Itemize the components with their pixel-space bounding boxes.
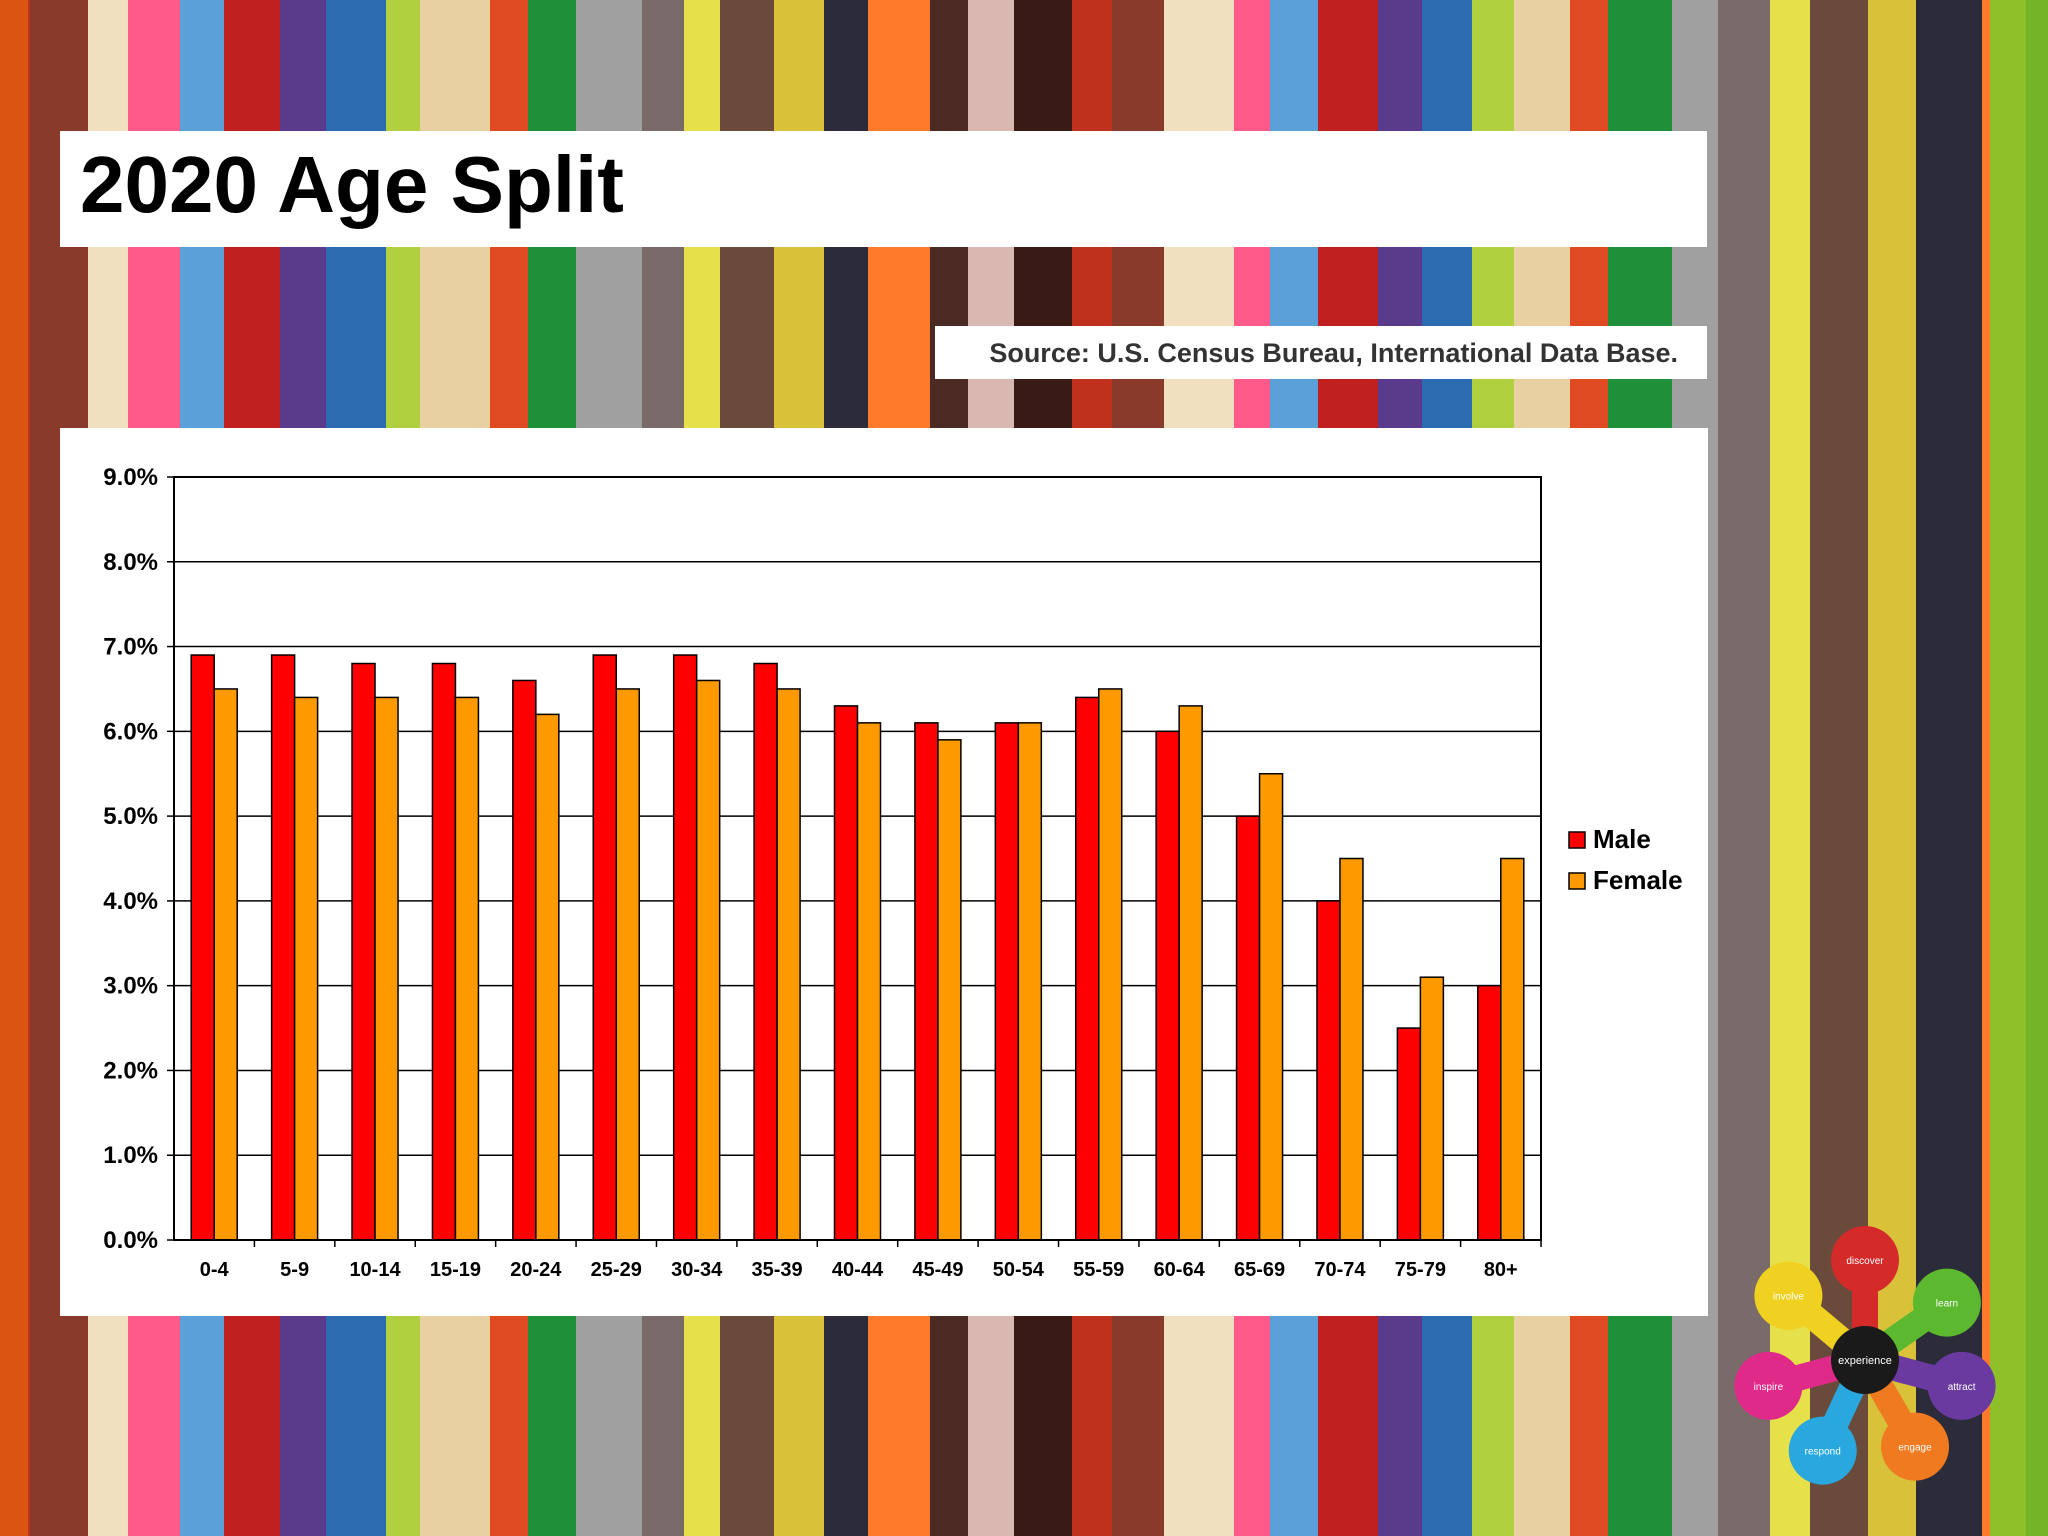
bar-female — [776, 688, 801, 1241]
bar-female — [454, 696, 480, 1241]
bar-male — [914, 722, 939, 1241]
legend-swatch-female — [1568, 872, 1586, 890]
bar-male — [1316, 900, 1341, 1241]
legend-label-female: Female — [1593, 865, 1683, 895]
y-tick-label: 6.0% — [103, 718, 158, 745]
background-edge-left — [0, 0, 28, 1536]
bar-female — [1339, 857, 1364, 1241]
x-tick-label: 25-29 — [591, 1259, 642, 1281]
logo-petal-label: respond — [1805, 1447, 1841, 1458]
legend-label-male: Male — [1593, 824, 1651, 854]
bar-female — [535, 713, 560, 1241]
bar-female — [1178, 705, 1203, 1241]
x-tick-label: 70-74 — [1314, 1259, 1366, 1281]
bar-male — [994, 722, 1020, 1241]
y-tick-label: 9.0% — [103, 464, 158, 491]
x-tick-label: 80+ — [1484, 1259, 1518, 1281]
source-banner: Source: U.S. Census Bureau, Internationa… — [935, 326, 1707, 379]
logo-petal-involve — [1754, 1261, 1823, 1330]
bar-male — [1155, 730, 1180, 1241]
logo-petal-inspire — [1734, 1351, 1803, 1420]
bar-male — [1477, 984, 1502, 1241]
background-edge-right — [1990, 0, 2048, 1536]
y-tick-label: 4.0% — [103, 888, 158, 915]
x-tick-label: 55-59 — [1073, 1259, 1124, 1281]
x-tick-label: 65-69 — [1234, 1259, 1285, 1281]
plot-frame — [173, 476, 1542, 1241]
legend-swatch-male — [1568, 831, 1586, 849]
logo-petal-label: attract — [1948, 1382, 1976, 1393]
x-tick-label: 10-14 — [349, 1259, 401, 1281]
bar-male — [431, 662, 457, 1241]
experience-flower-logo: discover learn attract engage respond inspire… — [1734, 1226, 1996, 1485]
bar-male — [512, 679, 537, 1241]
x-tick-label: 40-44 — [832, 1259, 884, 1281]
bar-male — [190, 654, 215, 1241]
bar-female — [1097, 688, 1123, 1241]
logo-petal-learn — [1912, 1268, 1981, 1337]
bar-male — [672, 654, 698, 1241]
logo-center-label: experience — [1838, 1355, 1892, 1367]
x-tick-label: 45-49 — [912, 1259, 963, 1281]
x-tick-label: 20-24 — [510, 1259, 562, 1281]
x-tick-label: 0-4 — [200, 1259, 230, 1281]
y-tick-label: 8.0% — [103, 549, 158, 576]
logo-petal-label: engage — [1898, 1443, 1932, 1454]
logo-petal-attract — [1927, 1351, 1996, 1420]
logo-petal-label: involve — [1773, 1292, 1805, 1303]
y-tick-label: 2.0% — [103, 1057, 158, 1084]
x-tick-label: 35-39 — [752, 1259, 803, 1281]
logo-petal-label: learn — [1936, 1299, 1958, 1310]
bar-female — [615, 688, 641, 1241]
x-tick-label: 30-34 — [671, 1259, 723, 1281]
age-split-bar-chart: 0.0% 1.0% 2.0% 3.0% 4.0% 5.0% 6.0% 7.0% 8.0% 9.0%… — [103, 464, 1683, 1281]
bar-male — [1396, 1027, 1422, 1241]
x-tick-label: 15-19 — [430, 1259, 481, 1281]
bar-female — [937, 739, 962, 1241]
bar-male — [1074, 696, 1100, 1241]
source-note: Source: U.S. Census Bureau, Internationa… — [989, 338, 1678, 368]
x-tick-label: 50-54 — [993, 1259, 1045, 1281]
bar-female — [695, 679, 721, 1241]
bar-male — [833, 705, 859, 1241]
x-tick-label: 5-9 — [280, 1259, 309, 1281]
bar-male — [270, 654, 296, 1241]
x-tick-label: 60-64 — [1154, 1259, 1206, 1281]
y-tick-label: 1.0% — [103, 1142, 158, 1169]
bar-male — [592, 654, 618, 1241]
bar-female — [856, 722, 882, 1241]
logo-petal-label: discover — [1846, 1256, 1884, 1267]
bar-male — [351, 662, 376, 1241]
bar-female — [1017, 722, 1043, 1241]
chart-panel: 0.0% 1.0% 2.0% 3.0% 4.0% 5.0% 6.0% 7.0% 8.0% 9.0%… — [60, 428, 1708, 1316]
logo-center — [1831, 1326, 1899, 1394]
title-banner: 2020 Age Split — [60, 131, 1707, 247]
y-tick-label: 7.0% — [103, 634, 158, 661]
bar-female — [1258, 772, 1284, 1241]
bar-female — [213, 688, 238, 1241]
bar-female — [293, 696, 319, 1241]
bar-female — [374, 696, 399, 1241]
y-tick-label: 0.0% — [103, 1227, 158, 1254]
logo-petal-label: inspire — [1754, 1382, 1784, 1393]
bar-male — [1235, 815, 1261, 1241]
x-tick-label: 75-79 — [1395, 1259, 1446, 1281]
logo-petal-discover — [1831, 1226, 1899, 1294]
logo-petal-engage — [1881, 1412, 1949, 1481]
y-tick-label: 5.0% — [103, 803, 158, 830]
bar-male — [753, 662, 778, 1241]
bar-female — [1419, 976, 1445, 1241]
slide-title: 2020 Age Split — [80, 140, 624, 229]
bar-female — [1500, 857, 1525, 1241]
y-tick-label: 3.0% — [103, 973, 158, 1000]
logo-petal-respond — [1788, 1416, 1857, 1485]
